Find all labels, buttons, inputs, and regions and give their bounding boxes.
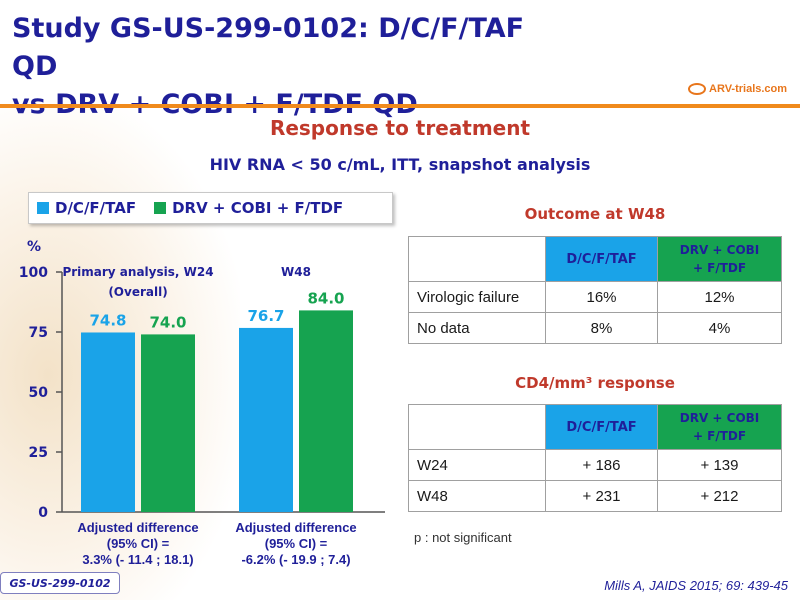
bar-value-label: 74.8: [89, 311, 126, 329]
bar-2-1: [239, 327, 293, 512]
bar-value-label: 76.7: [247, 307, 284, 325]
y-tick-label: 0: [38, 505, 48, 521]
outcome-header-tdf-line1: DRV + COBI: [679, 243, 760, 257]
table-row: Virologic failure 16% 12%: [408, 281, 782, 313]
row-label: W48: [408, 480, 546, 512]
cd4-table: D/C/F/TAF DRV + COBI + F/TDF W24 + 186 +…: [408, 404, 782, 512]
cd4-title: CD4/mm³ response: [515, 374, 675, 392]
group-label: W48: [281, 265, 311, 279]
row-value-tdf: + 212: [657, 480, 782, 512]
y-axis-label: %: [27, 239, 41, 255]
arv-trials-logo: ARV-trials.com: [688, 80, 788, 98]
cd4-header-tdf-line1: DRV + COBI: [679, 411, 760, 425]
cd4-header-taf: D/C/F/TAF: [544, 404, 659, 450]
legend-item-tdf: DRV + COBI + F/TDF: [154, 199, 343, 217]
legend-label-tdf: DRV + COBI + F/TDF: [172, 199, 344, 217]
row-value-taf: 16%: [544, 281, 659, 313]
study-badge: GS-US-299-0102: [0, 572, 120, 594]
y-tick-label: 50: [29, 385, 49, 401]
slide-title-line1: Study GS-US-299-0102: D/C/F/TAF QD: [12, 13, 525, 82]
bar-value-label: 74.0: [149, 313, 186, 331]
y-tick-label: 25: [29, 445, 48, 461]
legend-swatch-taf: [37, 202, 49, 214]
section-subtitle: HIV RNA < 50 c/mL, ITT, snapshot analysi…: [209, 155, 591, 174]
y-tick-label: 75: [29, 325, 48, 341]
group-caption-line: 3.3% (- 11.4 ; 18.1): [82, 552, 193, 567]
cd4-header-row: D/C/F/TAF DRV + COBI + F/TDF: [408, 404, 782, 450]
legend-item-taf: D/C/F/TAF: [37, 199, 136, 217]
bar-2-2: [299, 310, 353, 512]
row-value-tdf: 4%: [657, 312, 782, 344]
legend-label-taf: D/C/F/TAF: [55, 199, 137, 217]
table-row: No data 8% 4%: [408, 312, 782, 344]
significance-note: p : not significant: [414, 530, 512, 545]
header: Study GS-US-299-0102: D/C/F/TAF QD vs DR…: [0, 0, 800, 120]
outcome-header-taf: D/C/F/TAF: [544, 236, 659, 282]
bar-1-1: [81, 332, 135, 512]
slide-title: Study GS-US-299-0102: D/C/F/TAF QD vs DR…: [12, 10, 572, 124]
outcome-header-tdf-line2: + F/TDF: [692, 261, 747, 275]
row-label: Virologic failure: [408, 281, 546, 313]
citation: Mills A, JAIDS 2015; 69: 439-45: [604, 578, 788, 593]
logo-text: ARV-trials.com: [709, 83, 788, 95]
logo-mark-icon: [688, 83, 706, 95]
bar-1-2: [141, 334, 195, 512]
cd4-header-blank: [408, 404, 546, 450]
group-label: Primary analysis, W24: [62, 265, 213, 279]
row-value-tdf: 12%: [657, 281, 782, 313]
group-caption-line: (95% CI) =: [107, 536, 170, 551]
row-label: W24: [408, 449, 546, 481]
outcome-table: D/C/F/TAF DRV + COBI + F/TDF Virologic f…: [408, 236, 782, 344]
cd4-header-tdf: DRV + COBI + F/TDF: [657, 404, 782, 450]
table-row: W48 + 231 + 212: [408, 480, 782, 512]
row-value-taf: + 186: [544, 449, 659, 481]
table-row: W24 + 186 + 139: [408, 449, 782, 481]
outcome-title: Outcome at W48: [524, 205, 666, 223]
outcome-header-blank: [408, 236, 546, 282]
bar-value-label: 84.0: [307, 289, 344, 307]
header-divider: [0, 104, 800, 108]
outcome-header-row: D/C/F/TAF DRV + COBI + F/TDF: [408, 236, 782, 282]
outcome-header-tdf: DRV + COBI + F/TDF: [657, 236, 782, 282]
group-caption-line: Adjusted difference: [235, 520, 356, 535]
y-tick-label: 100: [19, 265, 48, 281]
row-value-taf: + 231: [544, 480, 659, 512]
row-label: No data: [408, 312, 546, 344]
section-title: Response to treatment: [269, 116, 531, 140]
chart-legend: D/C/F/TAF DRV + COBI + F/TDF: [28, 192, 393, 224]
group-caption-line: -6.2% (- 19.9 ; 7.4): [241, 552, 350, 567]
group-caption-line: Adjusted difference: [77, 520, 198, 535]
row-value-taf: 8%: [544, 312, 659, 344]
group-caption-line: (95% CI) =: [265, 536, 328, 551]
row-value-tdf: + 139: [657, 449, 782, 481]
group-sublabel: (Overall): [108, 285, 167, 299]
bar-chart: % 0 25 50 75 100 74.8 74.0 Primary analysis, W24…: [19, 239, 385, 567]
legend-swatch-tdf: [154, 202, 167, 214]
cd4-header-tdf-line2: + F/TDF: [692, 429, 747, 443]
